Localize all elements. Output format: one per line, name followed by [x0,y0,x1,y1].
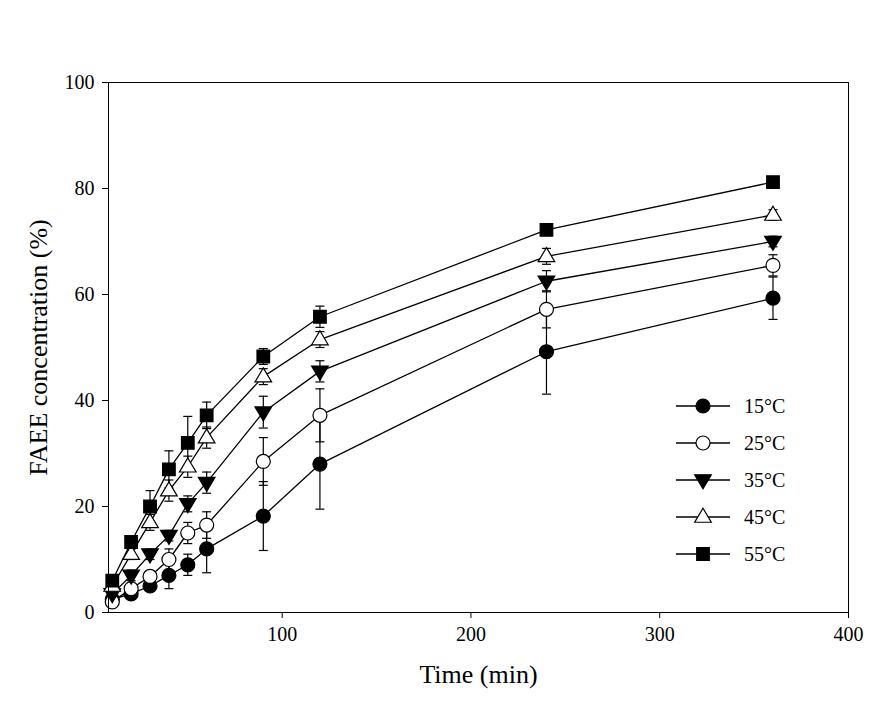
svg-text:0: 0 [85,601,95,623]
svg-text:60: 60 [75,283,95,305]
svg-text:300: 300 [645,623,675,645]
svg-text:400: 400 [834,623,864,645]
svg-text:55°C: 55°C [744,543,785,565]
svg-text:100: 100 [65,71,95,93]
svg-text:40: 40 [75,389,95,411]
svg-text:35°C: 35°C [744,469,785,491]
svg-text:15°C: 15°C [744,395,785,417]
svg-text:25°C: 25°C [744,432,785,454]
svg-text:Time (min): Time (min) [419,660,537,689]
svg-text:100: 100 [267,623,297,645]
svg-text:FAEE concentration (%): FAEE concentration (%) [24,219,53,476]
svg-text:20: 20 [75,495,95,517]
svg-text:45°C: 45°C [744,506,785,528]
svg-text:80: 80 [75,177,95,199]
svg-text:200: 200 [456,623,486,645]
